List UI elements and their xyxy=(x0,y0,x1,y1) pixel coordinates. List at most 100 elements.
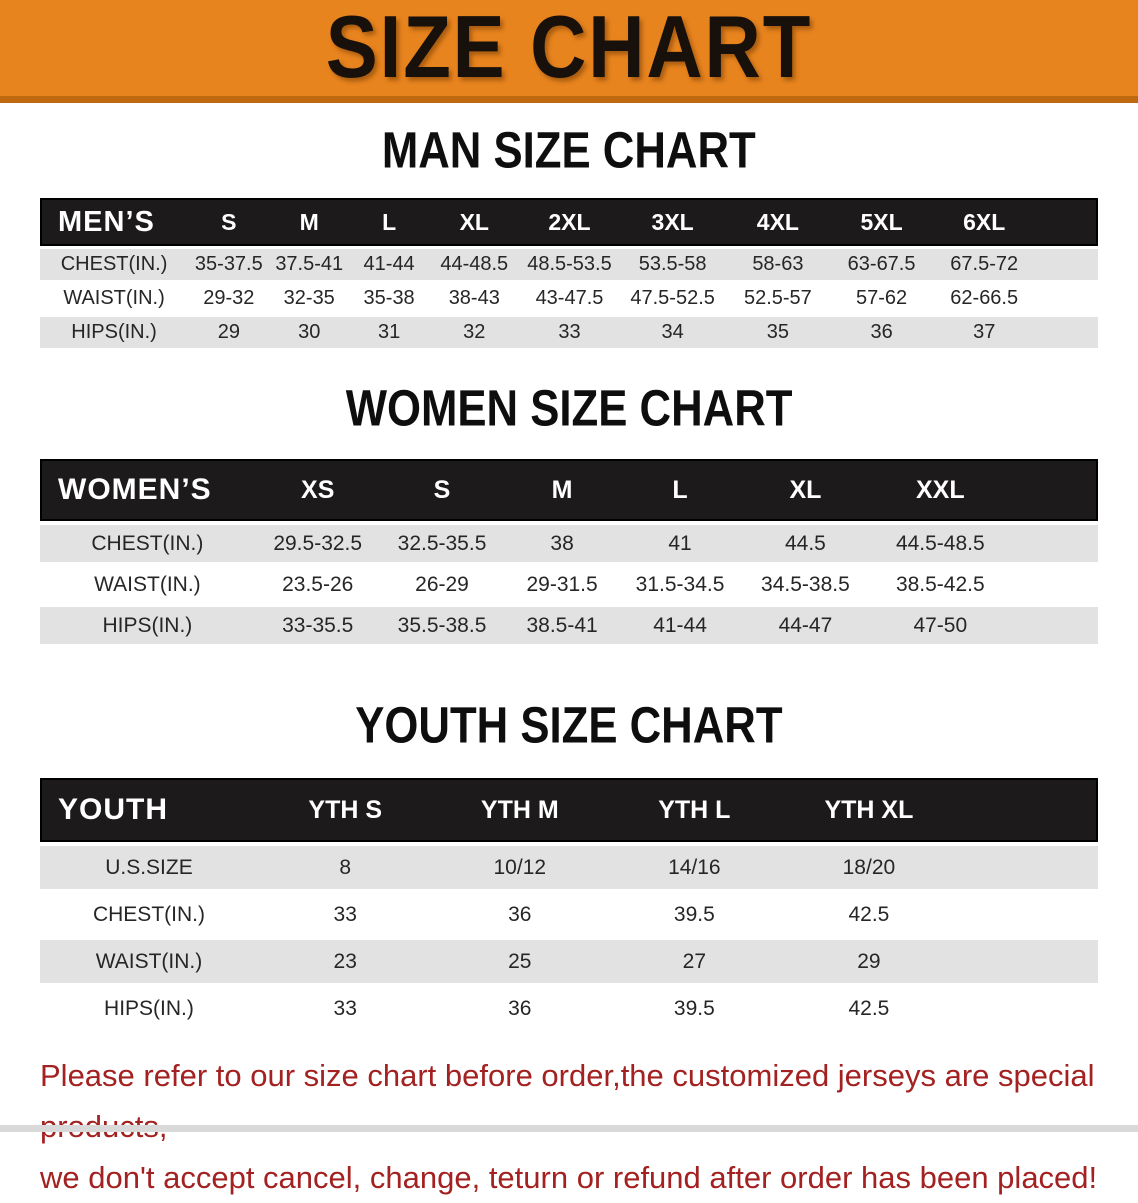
youth-size-value: 25 xyxy=(432,940,608,983)
youth-size-value: 8 xyxy=(257,846,433,889)
men-size-value: 63-67.5 xyxy=(830,249,933,280)
men-size-value: 67.5-72 xyxy=(932,249,1036,280)
women-size-value: 29.5-32.5 xyxy=(254,525,381,562)
women-size-value: 41-44 xyxy=(620,607,740,644)
men-column-header: S xyxy=(188,198,270,246)
women-size-value: 35.5-38.5 xyxy=(380,607,504,644)
men-size-value: 38-43 xyxy=(429,283,520,314)
women-row-label: CHEST(IN.) xyxy=(40,525,255,562)
banner-title: SIZE CHART xyxy=(325,0,813,97)
youth-size-value: 42.5 xyxy=(781,987,957,1030)
youth-size-value: 39.5 xyxy=(607,987,782,1030)
men-size-section: MAN SIZE CHART MEN’S S M L XL 2XL 3XL 4XL 5XL 6XL… xyxy=(0,121,1138,351)
men-row-label: HIPS(IN.) xyxy=(40,317,189,348)
women-column-header: M xyxy=(503,459,621,521)
men-size-table: MEN’S S M L XL 2XL 3XL 4XL 5XL 6XL CHEST(IN.) 35-37… xyxy=(40,195,1098,351)
men-row-label: CHEST(IN.) xyxy=(40,249,189,280)
youth-header-filler xyxy=(956,778,1098,842)
youth-column-header: YTH XL xyxy=(781,778,957,842)
youth-row-label: CHEST(IN.) xyxy=(40,893,258,936)
youth-measure-row: CHEST(IN.) 33 36 39.5 42.5 xyxy=(40,893,1098,936)
women-column-header: XXL xyxy=(871,459,1010,521)
size-chart-banner: SIZE CHART xyxy=(0,0,1138,103)
men-size-value: 33 xyxy=(519,317,620,348)
men-size-value: 30 xyxy=(269,317,349,348)
order-policy-line-1: Please refer to our size chart before or… xyxy=(40,1058,1095,1144)
women-section-heading: WOMEN SIZE CHART xyxy=(345,379,793,437)
youth-measure-row: U.S.SIZE 8 10/12 14/16 18/20 xyxy=(40,846,1098,889)
men-size-value: 35-37.5 xyxy=(188,249,270,280)
men-row-label: WAIST(IN.) xyxy=(40,283,189,314)
men-column-header: 2XL xyxy=(519,198,620,246)
youth-size-value: 33 xyxy=(257,893,433,936)
youth-header-row: YOUTH YTH S YTH M YTH L YTH XL xyxy=(40,778,1098,842)
women-size-value: 44.5 xyxy=(739,525,872,562)
youth-row-label: WAIST(IN.) xyxy=(40,940,258,983)
women-size-value: 26-29 xyxy=(380,566,504,603)
women-measure-row: CHEST(IN.) 29.5-32.5 32.5-35.5 38 41 44.5 44.5… xyxy=(40,525,1098,562)
women-table-title: WOMEN’S xyxy=(40,459,255,521)
women-size-value: 34.5-38.5 xyxy=(739,566,872,603)
men-measure-row: HIPS(IN.) 29 30 31 32 33 34 35 36 37 xyxy=(40,317,1098,348)
youth-column-header: YTH M xyxy=(432,778,608,842)
men-size-value: 31 xyxy=(348,317,430,348)
youth-size-value: 29 xyxy=(781,940,957,983)
youth-row-filler xyxy=(956,846,1098,889)
men-size-value: 32-35 xyxy=(269,283,349,314)
youth-row-filler xyxy=(956,893,1098,936)
women-measure-row: HIPS(IN.) 33-35.5 35.5-38.5 38.5-41 41-44 44-… xyxy=(40,607,1098,644)
men-size-value: 52.5-57 xyxy=(725,283,831,314)
men-section-heading: MAN SIZE CHART xyxy=(382,121,756,179)
women-size-value: 31.5-34.5 xyxy=(620,566,740,603)
women-header-row: WOMEN’S XS S M L XL XXL xyxy=(40,459,1098,521)
women-size-value: 23.5-26 xyxy=(254,566,381,603)
women-measure-row: WAIST(IN.) 23.5-26 26-29 29-31.5 31.5-34.5 34… xyxy=(40,566,1098,603)
men-size-value: 48.5-53.5 xyxy=(519,249,620,280)
men-column-header: M xyxy=(269,198,349,246)
men-size-value: 35-38 xyxy=(348,283,430,314)
women-size-value: 29-31.5 xyxy=(503,566,621,603)
women-size-value: 44-47 xyxy=(739,607,872,644)
men-size-value: 47.5-52.5 xyxy=(619,283,726,314)
women-size-value: 41 xyxy=(620,525,740,562)
men-row-filler xyxy=(1035,283,1098,314)
youth-section-heading: YOUTH SIZE CHART xyxy=(355,696,783,754)
women-row-filler xyxy=(1009,566,1098,603)
youth-size-value: 27 xyxy=(607,940,782,983)
women-size-value: 38 xyxy=(503,525,621,562)
youth-row-label: HIPS(IN.) xyxy=(40,987,258,1030)
youth-measure-row: WAIST(IN.) 23 25 27 29 xyxy=(40,940,1098,983)
youth-column-header: YTH L xyxy=(607,778,782,842)
women-column-header: L xyxy=(620,459,740,521)
youth-size-value: 39.5 xyxy=(607,893,782,936)
youth-measure-row: HIPS(IN.) 33 36 39.5 42.5 xyxy=(40,987,1098,1030)
men-column-header: 3XL xyxy=(619,198,726,246)
men-size-value: 62-66.5 xyxy=(932,283,1036,314)
women-header-filler xyxy=(1009,459,1098,521)
order-policy-line-2: we don't accept cancel, change, teturn o… xyxy=(40,1160,1098,1195)
men-size-value: 34 xyxy=(619,317,726,348)
women-column-header: S xyxy=(380,459,504,521)
youth-size-value: 18/20 xyxy=(781,846,957,889)
men-header-filler xyxy=(1035,198,1098,246)
women-row-filler xyxy=(1009,607,1098,644)
women-size-table: WOMEN’S XS S M L XL XXL CHEST(IN.) 29.5-32.5 32.5… xyxy=(40,455,1098,648)
men-size-value: 37.5-41 xyxy=(269,249,349,280)
women-row-label: HIPS(IN.) xyxy=(40,607,255,644)
men-column-header: XL xyxy=(429,198,520,246)
youth-size-value: 10/12 xyxy=(432,846,608,889)
youth-size-value: 14/16 xyxy=(607,846,782,889)
women-size-value: 47-50 xyxy=(871,607,1010,644)
women-row-filler xyxy=(1009,525,1098,562)
men-size-value: 37 xyxy=(932,317,1036,348)
men-size-value: 57-62 xyxy=(830,283,933,314)
women-size-value: 38.5-41 xyxy=(503,607,621,644)
women-size-section: WOMEN SIZE CHART WOMEN’S XS S M L XL XXL CHEST(… xyxy=(0,379,1138,648)
youth-size-value: 23 xyxy=(257,940,433,983)
women-column-header: XL xyxy=(739,459,872,521)
youth-row-filler xyxy=(956,940,1098,983)
youth-size-value: 42.5 xyxy=(781,893,957,936)
men-row-filler xyxy=(1035,317,1098,348)
women-column-header: XS xyxy=(254,459,381,521)
youth-size-section: YOUTH SIZE CHART YOUTH YTH S YTH M YTH L YTH… xyxy=(0,696,1138,1034)
